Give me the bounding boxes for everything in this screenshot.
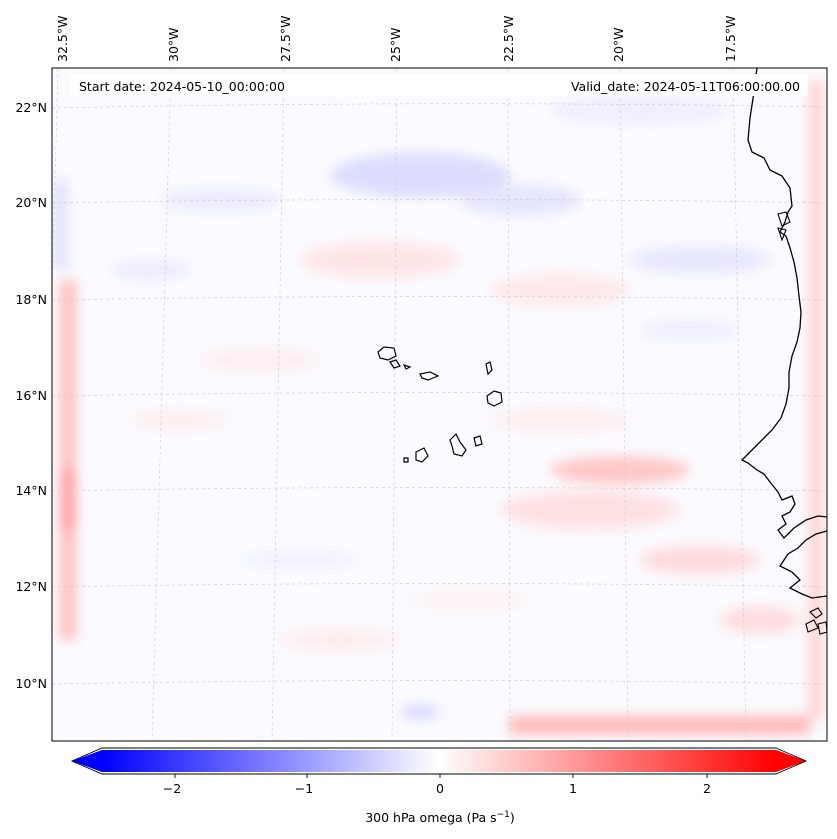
sao-nicolau-island [419,371,440,381]
longitude-axis-labels: 32.5°W 30°W 27.5°W 25°W 22.5°W 20°W 17.5… [55,16,738,62]
lon-label-32-5w: 32.5°W [55,16,70,62]
lat-label-18n: 18°N [15,292,47,307]
guinea-bissau-islands [805,607,827,635]
graticule [52,68,827,741]
lon-label-30w: 30°W [166,27,181,62]
lat-label-20n: 20°N [15,195,47,210]
colorbar-label-close: ) [510,810,515,825]
colorbar-tick-0: 0 [436,781,444,796]
lon-label-25w: 25°W [388,27,403,62]
lon-label-27-5w: 27.5°W [278,16,293,62]
colorbar-tick-minus-2: −2 [163,781,181,796]
latitude-axis-labels: 22°N 20°N 18°N 16°N 14°N 12°N 10°N [15,100,47,691]
meridian-17-5w [732,68,747,741]
omega-field [56,80,824,734]
lat-label-14n: 14°N [15,483,47,498]
colorbar: −2 −1 0 1 2 300 hPa omega (Pa s−1) [70,747,808,825]
lat-label-16n: 16°N [15,388,47,403]
parallel-14n [52,487,827,492]
colorbar-label-text: 300 hPa omega (Pa s [365,810,496,825]
lon-label-20w: 20°W [611,27,626,62]
parallel-20n [52,199,827,204]
sal-island [485,361,493,376]
parallel-10n [52,680,827,685]
parallel-12n [52,583,827,588]
colorbar-left-extend [72,750,102,772]
parallel-22n [52,103,827,109]
parallel-16n [52,392,827,397]
sao-vicente-island [389,359,401,369]
colorbar-outline [70,747,808,775]
boa-vista-island [486,390,503,407]
meridian-30w [151,68,172,741]
brava-island [403,457,409,463]
africa-coastline-south [779,530,827,599]
colorbar-body [102,750,776,772]
left-edge-ascent-strip [60,280,76,640]
map-area [52,68,827,741]
valid-date-label: Valid_date: 2024-05-11T06:00:00.00 [571,79,800,94]
lat-label-12n: 12°N [15,579,47,594]
lat-label-10n: 10°N [15,676,47,691]
colorbar-ticks [174,774,708,778]
colorbar-label: 300 hPa omega (Pa s−1) [365,810,515,825]
bottom-edge-ascent-strip [510,716,810,734]
map-frame [51,67,828,742]
lat-label-22n: 22°N [15,100,47,115]
meridian-25w [391,68,398,741]
santo-antao-island [377,346,397,361]
cape-verde-islands [377,346,503,463]
date-header-box [70,74,808,96]
fogo-island [415,447,429,463]
colorbar-label-exponent: −1 [497,810,510,820]
meridian-22-5w [507,68,511,741]
start-date-label: Start date: 2024-05-10_00:00:00 [79,79,285,94]
colorbar-tick-minus-1: −1 [295,781,313,796]
parallel-18n [52,296,827,301]
meridian-20w [619,68,629,741]
santa-luzia-island [402,363,412,370]
colorbar-right-extend [776,750,806,772]
meridian-27-5w [271,68,285,741]
colorbar-tick-2: 2 [703,781,711,796]
lon-label-17-5w: 17.5°W [723,16,738,62]
santiago-island [449,432,467,457]
lon-label-22-5w: 22.5°W [501,16,516,62]
colorbar-tick-1: 1 [569,781,577,796]
maio-island [473,435,483,447]
africa-coastline [740,68,827,539]
